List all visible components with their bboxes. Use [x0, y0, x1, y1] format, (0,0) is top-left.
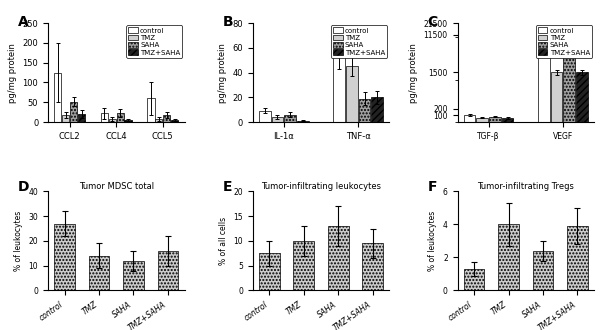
- Bar: [259, 111, 271, 122]
- Bar: [464, 115, 475, 122]
- Bar: [259, 253, 280, 290]
- Bar: [359, 99, 370, 122]
- Bar: [293, 241, 314, 290]
- Bar: [551, 72, 562, 122]
- Bar: [489, 117, 500, 122]
- Bar: [89, 256, 109, 290]
- Bar: [158, 251, 178, 290]
- Title: Tumor MDSC total: Tumor MDSC total: [79, 182, 154, 191]
- Bar: [502, 118, 514, 122]
- Legend: control, TMZ, SAHA, TMZ+SAHA: control, TMZ, SAHA, TMZ+SAHA: [126, 25, 182, 58]
- Bar: [567, 226, 588, 290]
- Bar: [464, 269, 484, 290]
- Bar: [78, 114, 85, 122]
- Bar: [297, 121, 308, 122]
- Bar: [346, 66, 358, 122]
- Bar: [70, 102, 77, 122]
- Text: A: A: [18, 15, 29, 29]
- Bar: [538, 32, 550, 122]
- Bar: [109, 119, 116, 122]
- Bar: [362, 243, 383, 290]
- Text: C: C: [427, 15, 438, 29]
- Bar: [563, 38, 575, 122]
- Bar: [123, 261, 144, 290]
- Y-axis label: pg/mg protein: pg/mg protein: [409, 43, 418, 103]
- Bar: [533, 251, 553, 290]
- Bar: [101, 114, 108, 122]
- Bar: [498, 224, 519, 290]
- Bar: [124, 120, 132, 122]
- Text: F: F: [427, 180, 437, 193]
- Bar: [62, 115, 70, 122]
- Text: E: E: [223, 180, 232, 193]
- Bar: [334, 54, 345, 122]
- Title: Tumor-infiltrating leukocytes: Tumor-infiltrating leukocytes: [261, 182, 381, 191]
- Bar: [371, 97, 383, 122]
- Legend: control, TMZ, SAHA, TMZ+SAHA: control, TMZ, SAHA, TMZ+SAHA: [536, 25, 592, 58]
- Bar: [163, 115, 170, 122]
- Bar: [328, 226, 349, 290]
- Text: B: B: [223, 15, 233, 29]
- Bar: [116, 114, 124, 122]
- Bar: [147, 98, 155, 122]
- Title: Tumor-infiltrating Tregs: Tumor-infiltrating Tregs: [478, 182, 574, 191]
- Legend: control, TMZ, SAHA, TMZ+SAHA: control, TMZ, SAHA, TMZ+SAHA: [331, 25, 387, 58]
- Bar: [155, 119, 163, 122]
- Y-axis label: pg/mg protein: pg/mg protein: [218, 43, 227, 103]
- Y-axis label: pg/mg protein: pg/mg protein: [8, 43, 17, 103]
- Y-axis label: % of leukocytes: % of leukocytes: [428, 211, 437, 271]
- Bar: [576, 72, 588, 122]
- Y-axis label: % of leukocytes: % of leukocytes: [14, 211, 23, 271]
- Text: D: D: [18, 180, 29, 193]
- Y-axis label: % of all cells: % of all cells: [219, 217, 228, 265]
- Bar: [54, 73, 61, 122]
- Bar: [272, 117, 283, 122]
- Bar: [54, 223, 75, 290]
- Bar: [476, 117, 488, 122]
- Bar: [284, 115, 296, 122]
- Bar: [171, 120, 178, 122]
